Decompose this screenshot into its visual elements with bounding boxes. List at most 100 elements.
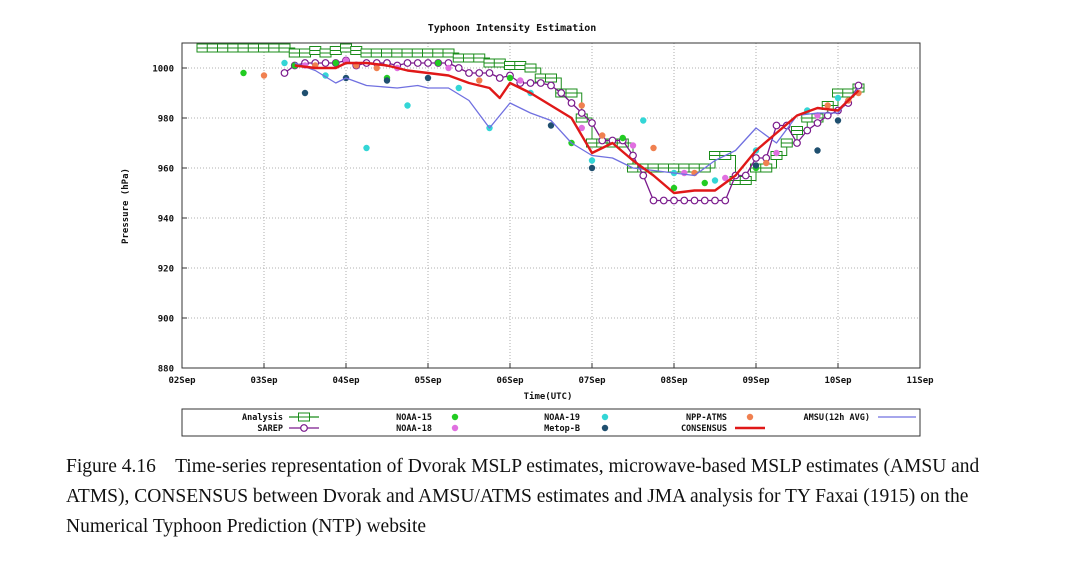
analysis-marker	[299, 48, 311, 58]
analysis-marker	[288, 48, 301, 58]
sarep-marker	[547, 81, 555, 90]
grid	[182, 43, 920, 369]
legend-item: NOAA-15	[396, 413, 459, 423]
analysis-marker	[422, 48, 434, 58]
analysis-marker	[278, 43, 291, 53]
sarep-marker	[588, 119, 596, 127]
data-point	[547, 122, 555, 129]
legend: Analysis NOAA-15 NOAA-19 NPP-ATMS AMSU(12h A…	[181, 408, 921, 437]
x-tick-label: 03Sep	[250, 376, 278, 386]
analysis-marker	[504, 61, 516, 70]
data-point	[281, 59, 288, 67]
data-point	[746, 413, 754, 421]
sarep-marker	[475, 69, 484, 77]
sarep-marker	[465, 69, 473, 77]
series-noaa-18	[301, 57, 821, 182]
series-line	[284, 59, 860, 202]
analysis-marker	[227, 43, 240, 53]
analysis-marker	[247, 43, 260, 53]
data-point	[588, 157, 596, 164]
y-tick-label: 980	[158, 115, 174, 125]
series	[196, 43, 865, 205]
data-point	[373, 64, 380, 72]
analysis-marker	[432, 48, 445, 58]
analysis-marker	[309, 46, 322, 55]
plot-frame	[181, 42, 921, 369]
analysis-marker	[340, 43, 352, 53]
x-axis-label: Time(UTC)	[524, 391, 573, 402]
x-tick-label: 02Sep	[168, 376, 196, 386]
data-point	[476, 77, 483, 84]
legend-label: NOAA-18	[396, 424, 432, 434]
data-point	[599, 132, 606, 139]
x-tick-label: 11Sep	[906, 376, 934, 386]
data-point	[404, 102, 411, 109]
analysis-marker	[442, 48, 455, 58]
series-line	[294, 62, 860, 177]
sarep-marker	[577, 109, 586, 117]
data-point	[451, 413, 459, 421]
analysis-marker	[483, 58, 496, 68]
data-point	[814, 147, 821, 154]
analysis-marker	[391, 48, 404, 58]
sarep-marker	[680, 196, 689, 205]
legend-label: Metop-B	[544, 424, 580, 434]
series-line	[294, 61, 860, 195]
legend-label: AMSU(12h AVG)	[803, 413, 870, 423]
data-point	[601, 413, 609, 421]
sarep-marker	[413, 59, 422, 67]
sarep-marker	[321, 59, 330, 67]
sarep-marker	[690, 196, 699, 205]
data-point	[601, 424, 609, 432]
sarep-marker	[772, 121, 781, 130]
sarep-marker	[629, 151, 637, 160]
data-point	[260, 72, 268, 79]
data-point	[681, 169, 688, 177]
figure-caption: Figure 4.16 Time-series representation o…	[66, 452, 1041, 542]
figure-label: Figure 4.16	[66, 456, 156, 477]
analysis-marker	[463, 53, 475, 63]
sarep-marker	[403, 59, 412, 67]
data-point	[455, 84, 462, 92]
sarep-marker	[823, 111, 832, 120]
legend-label: CONSENSUS	[681, 424, 727, 434]
sarep-marker	[454, 64, 463, 72]
analysis-marker	[217, 43, 229, 53]
data-point	[363, 144, 370, 152]
data-point	[506, 74, 514, 82]
sarep-marker	[567, 99, 576, 107]
data-point	[763, 159, 770, 167]
legend-label: NOAA-19	[544, 413, 580, 423]
analysis-marker	[401, 48, 414, 58]
analysis-marker	[298, 412, 310, 422]
analysis-marker	[329, 46, 342, 55]
analysis-marker	[545, 73, 557, 83]
chart-title: Typhoon Intensity Estimation	[428, 22, 597, 34]
sarep-marker	[424, 59, 432, 67]
y-tick-label: 960	[158, 165, 174, 175]
x-tick-label: 04Sep	[332, 376, 360, 386]
analysis-marker	[319, 48, 332, 58]
data-point	[640, 117, 647, 124]
legend-label: NOAA-15	[396, 413, 432, 423]
data-point	[451, 424, 459, 432]
data-point	[824, 102, 831, 109]
data-point	[435, 59, 442, 67]
legend-label: Analysis	[242, 412, 283, 423]
data-point	[773, 149, 780, 157]
data-point	[240, 69, 247, 77]
sarep-marker	[536, 79, 545, 87]
sarep-marker	[803, 126, 812, 135]
data-point	[578, 102, 585, 109]
analysis-marker	[514, 61, 527, 70]
data-point	[383, 77, 391, 84]
analysis-marker	[360, 48, 373, 58]
x-tick-label: 06Sep	[496, 376, 524, 386]
x-tick-label: 07Sep	[578, 376, 606, 386]
data-point	[301, 89, 309, 97]
data-point	[445, 64, 452, 72]
sarep-marker	[639, 171, 648, 180]
legend-item: AMSU(12h AVG)	[803, 413, 916, 423]
analysis-marker	[350, 46, 363, 55]
analysis-marker	[452, 53, 465, 63]
